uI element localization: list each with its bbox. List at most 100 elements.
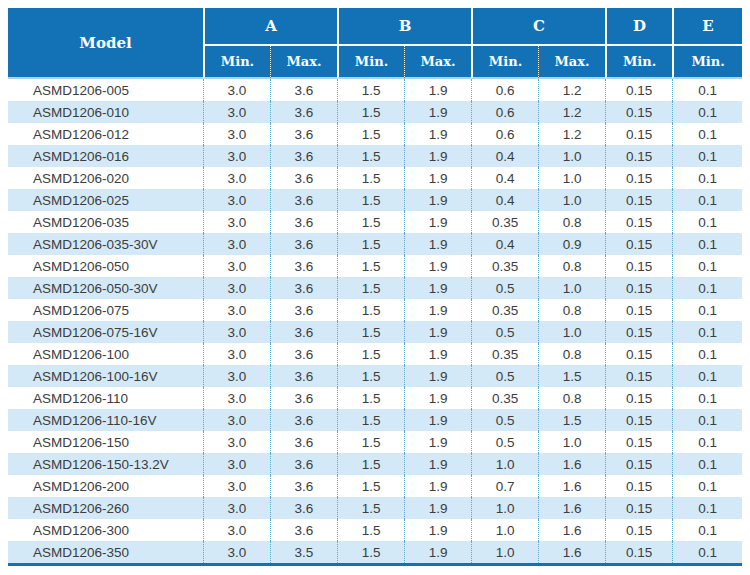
- value-cell: 0.4: [471, 145, 538, 167]
- table-row: ASMD1206-1003.03.61.51.90.350.80.150.1: [8, 343, 742, 365]
- header-sub-b-min: Min.: [337, 46, 404, 79]
- value-cell: 1.5: [337, 321, 404, 343]
- value-cell: 1.9: [404, 167, 471, 189]
- value-cell: 1.0: [538, 277, 605, 299]
- value-cell: 1.5: [337, 233, 404, 255]
- model-cell: ASMD1206-005: [8, 79, 203, 101]
- value-cell: 1.9: [404, 299, 471, 321]
- table-row: ASMD1206-3003.03.61.51.91.01.60.150.1: [8, 519, 742, 541]
- value-cell: 1.9: [404, 101, 471, 123]
- value-cell: 1.0: [471, 497, 538, 519]
- value-cell: 0.4: [471, 233, 538, 255]
- value-cell: 3.0: [203, 211, 270, 233]
- model-cell: ASMD1206-260: [8, 497, 203, 519]
- value-cell: 0.1: [672, 497, 742, 519]
- value-cell: 1.9: [404, 277, 471, 299]
- table-row: ASMD1206-110-16V3.03.61.51.90.51.50.150.…: [8, 409, 742, 431]
- table-row: ASMD1206-0163.03.61.51.90.41.00.150.1: [8, 145, 742, 167]
- value-cell: 1.0: [538, 145, 605, 167]
- value-cell: 3.0: [203, 321, 270, 343]
- value-cell: 3.0: [203, 101, 270, 123]
- model-cell: ASMD1206-350: [8, 541, 203, 563]
- model-cell: ASMD1206-200: [8, 475, 203, 497]
- value-cell: 1.9: [404, 497, 471, 519]
- value-cell: 1.5: [538, 409, 605, 431]
- value-cell: 3.0: [203, 475, 270, 497]
- value-cell: 0.8: [538, 299, 605, 321]
- model-cell: ASMD1206-010: [8, 101, 203, 123]
- value-cell: 0.1: [672, 211, 742, 233]
- header-model: Model: [8, 8, 203, 79]
- value-cell: 3.6: [270, 387, 337, 409]
- value-cell: 1.5: [337, 365, 404, 387]
- table-row: ASMD1206-0053.03.61.51.90.61.20.150.1: [8, 79, 742, 101]
- value-cell: 0.35: [471, 255, 538, 277]
- value-cell: 0.4: [471, 167, 538, 189]
- value-cell: 0.1: [672, 277, 742, 299]
- value-cell: 3.5: [270, 541, 337, 563]
- value-cell: 0.6: [471, 79, 538, 101]
- value-cell: 3.0: [203, 167, 270, 189]
- value-cell: 3.0: [203, 387, 270, 409]
- table-row: ASMD1206-0503.03.61.51.90.350.80.150.1: [8, 255, 742, 277]
- model-cell: ASMD1206-050: [8, 255, 203, 277]
- value-cell: 0.15: [605, 519, 672, 541]
- value-cell: 3.6: [270, 343, 337, 365]
- value-cell: 1.9: [404, 431, 471, 453]
- spec-table-body: ASMD1206-0053.03.61.51.90.61.20.150.1ASM…: [8, 79, 742, 563]
- value-cell: 1.5: [337, 79, 404, 101]
- value-cell: 3.6: [270, 409, 337, 431]
- value-cell: 0.1: [672, 189, 742, 211]
- value-cell: 1.0: [538, 167, 605, 189]
- value-cell: 3.6: [270, 255, 337, 277]
- value-cell: 3.0: [203, 431, 270, 453]
- value-cell: 1.0: [471, 541, 538, 563]
- table-row: ASMD1206-1503.03.61.51.90.51.00.150.1: [8, 431, 742, 453]
- value-cell: 1.5: [337, 541, 404, 563]
- header-sub-e-min: Min.: [672, 46, 742, 79]
- model-cell: ASMD1206-016: [8, 145, 203, 167]
- value-cell: 0.1: [672, 541, 742, 563]
- value-cell: 1.9: [404, 475, 471, 497]
- value-cell: 1.6: [538, 519, 605, 541]
- value-cell: 3.0: [203, 79, 270, 101]
- value-cell: 3.0: [203, 255, 270, 277]
- value-cell: 1.0: [538, 431, 605, 453]
- value-cell: 1.9: [404, 387, 471, 409]
- value-cell: 0.6: [471, 101, 538, 123]
- value-cell: 0.1: [672, 255, 742, 277]
- value-cell: 1.0: [538, 189, 605, 211]
- value-cell: 3.6: [270, 123, 337, 145]
- value-cell: 0.1: [672, 321, 742, 343]
- value-cell: 3.0: [203, 233, 270, 255]
- value-cell: 3.6: [270, 299, 337, 321]
- value-cell: 3.6: [270, 431, 337, 453]
- value-cell: 1.5: [337, 167, 404, 189]
- value-cell: 1.9: [404, 211, 471, 233]
- model-cell: ASMD1206-100-16V: [8, 365, 203, 387]
- value-cell: 0.1: [672, 123, 742, 145]
- table-row: ASMD1206-1103.03.61.51.90.350.80.150.1: [8, 387, 742, 409]
- header-group-b: B: [337, 8, 471, 46]
- value-cell: 0.9: [538, 233, 605, 255]
- value-cell: 1.9: [404, 409, 471, 431]
- value-cell: 0.1: [672, 519, 742, 541]
- table-row: ASMD1206-050-30V3.03.61.51.90.51.00.150.…: [8, 277, 742, 299]
- value-cell: 1.5: [337, 453, 404, 475]
- header-group-c: C: [471, 8, 605, 46]
- value-cell: 3.6: [270, 79, 337, 101]
- value-cell: 1.5: [337, 189, 404, 211]
- value-cell: 1.9: [404, 453, 471, 475]
- model-cell: ASMD1206-012: [8, 123, 203, 145]
- value-cell: 0.1: [672, 343, 742, 365]
- value-cell: 1.9: [404, 79, 471, 101]
- value-cell: 0.1: [672, 387, 742, 409]
- value-cell: 0.35: [471, 387, 538, 409]
- value-cell: 0.5: [471, 431, 538, 453]
- value-cell: 1.9: [404, 145, 471, 167]
- value-cell: 0.15: [605, 343, 672, 365]
- value-cell: 1.5: [337, 145, 404, 167]
- value-cell: 0.15: [605, 255, 672, 277]
- header-group-a: A: [203, 8, 337, 46]
- value-cell: 0.35: [471, 211, 538, 233]
